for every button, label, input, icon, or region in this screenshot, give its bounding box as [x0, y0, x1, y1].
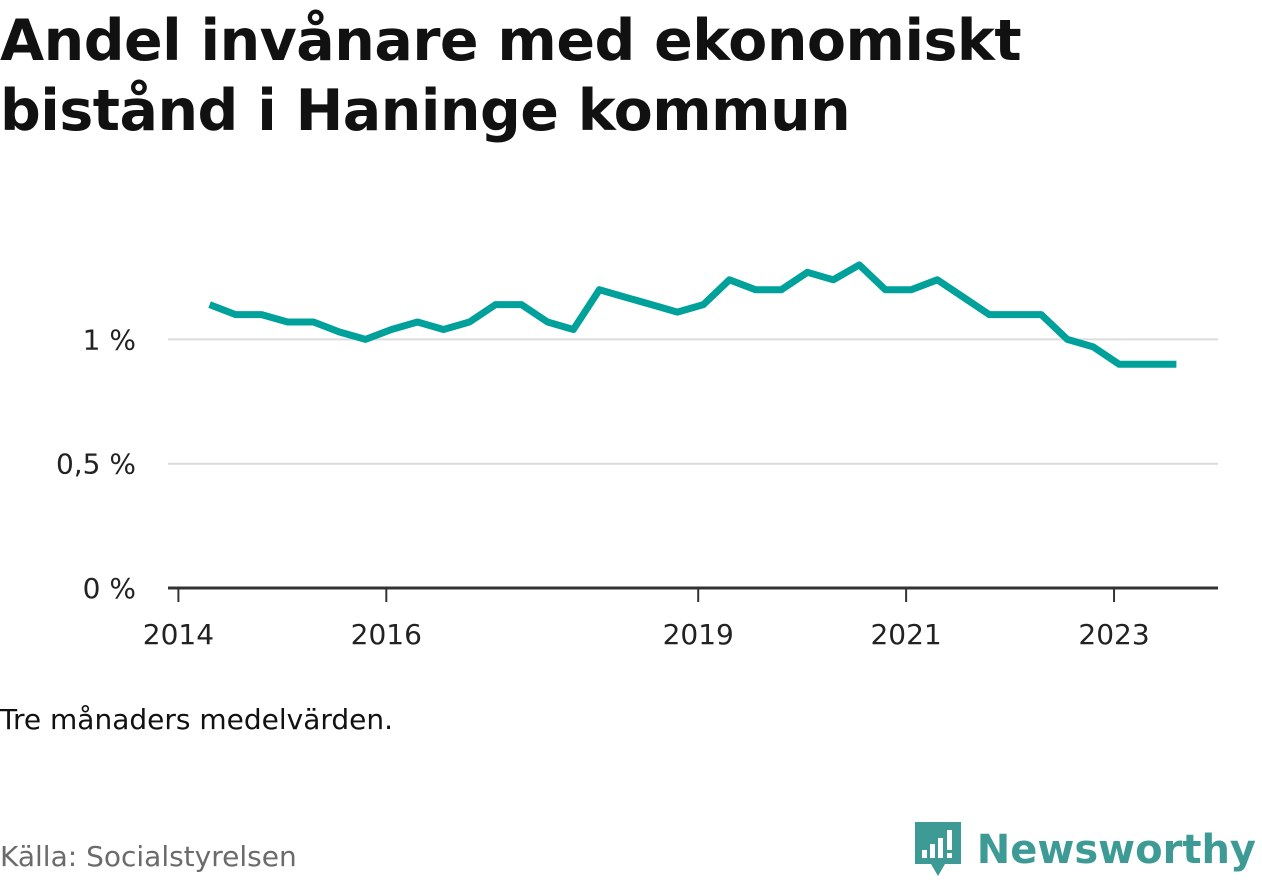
x-tick-label: 2014 [143, 618, 214, 651]
x-tick-label: 2023 [1078, 618, 1149, 651]
chart-note: Tre månaders medelvärden. [0, 703, 394, 736]
x-tick-label: 2016 [351, 618, 422, 651]
series-line [208, 261, 1177, 368]
chart-title: Andel invånare med ekonomiskt bistånd i … [0, 8, 1022, 144]
y-tick-label: 0 % [83, 572, 136, 605]
newsworthy-icon [914, 822, 961, 876]
x-tick-label: 2021 [870, 618, 941, 651]
y-tick-label: 0,5 % [56, 448, 136, 481]
brand-name: Newsworthy [976, 827, 1256, 873]
y-tick-label: 1 % [83, 323, 136, 356]
x-tick-label: 2019 [663, 618, 734, 651]
brand-logo: Newsworthy [913, 820, 1256, 880]
source-text: Källa: Socialstyrelsen [0, 840, 297, 873]
